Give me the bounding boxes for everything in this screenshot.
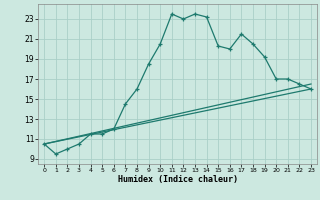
X-axis label: Humidex (Indice chaleur): Humidex (Indice chaleur): [118, 175, 238, 184]
